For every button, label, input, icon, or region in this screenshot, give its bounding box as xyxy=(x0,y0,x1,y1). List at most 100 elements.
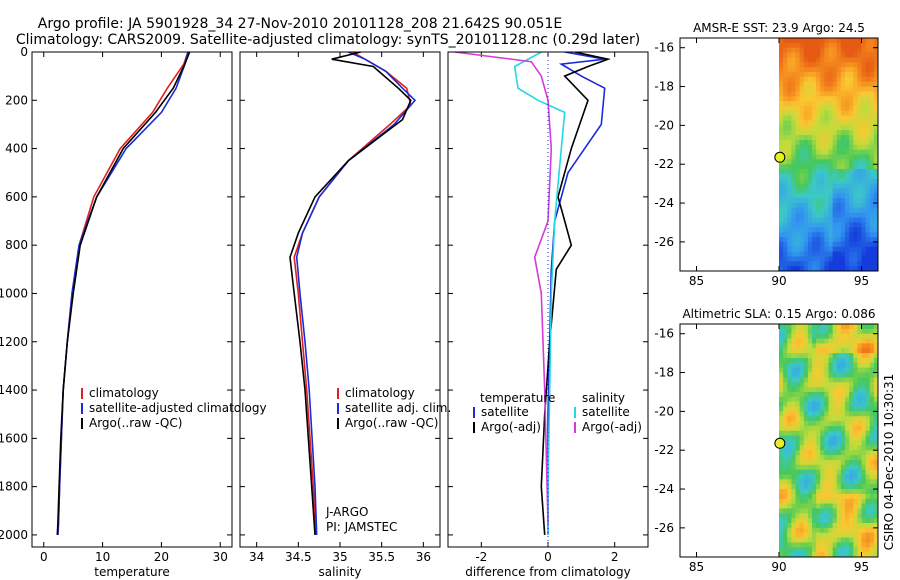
map-cell xyxy=(783,188,788,194)
map-cell xyxy=(824,86,829,92)
map-cell xyxy=(795,324,801,330)
map-cell xyxy=(816,343,821,349)
map-cell xyxy=(787,135,792,141)
map-cell xyxy=(807,115,813,121)
map-cell xyxy=(791,445,796,451)
map-cell xyxy=(812,67,817,73)
map-cell xyxy=(791,149,796,155)
map-cell xyxy=(840,333,846,339)
map-cell xyxy=(869,169,875,175)
map-cell xyxy=(832,232,838,238)
map-cell xyxy=(869,256,875,262)
map-cell xyxy=(869,125,875,131)
map-cell xyxy=(869,401,875,407)
map-cell xyxy=(799,256,805,262)
map-cell xyxy=(816,188,821,194)
map-cell xyxy=(857,324,862,330)
map-cell xyxy=(832,241,838,248)
map-cell xyxy=(816,125,821,131)
map-cell xyxy=(812,459,817,466)
map-cell xyxy=(873,324,879,330)
map-cell xyxy=(799,71,805,78)
map-cell xyxy=(820,508,825,514)
map-cell xyxy=(845,212,850,218)
map-cell xyxy=(807,203,813,209)
map-cell xyxy=(857,416,862,422)
map-cell xyxy=(828,266,834,272)
map-cell xyxy=(824,324,829,330)
map-cell xyxy=(783,169,788,175)
map-cell xyxy=(824,241,829,248)
map-cell xyxy=(799,266,805,272)
map-cell xyxy=(816,261,821,267)
map-cell xyxy=(832,328,838,335)
map-cell xyxy=(787,251,792,257)
map-cell xyxy=(795,241,801,248)
map-cell xyxy=(807,222,813,228)
map-cell xyxy=(832,42,838,49)
map-cell xyxy=(783,425,788,432)
map-cell xyxy=(787,469,792,475)
map-cell xyxy=(865,183,871,189)
map-cell xyxy=(787,527,792,534)
map-cell xyxy=(861,455,867,461)
map-cell xyxy=(812,391,817,398)
map-cell xyxy=(812,120,817,126)
map-cell xyxy=(836,343,842,349)
map-cell xyxy=(849,222,854,228)
map-cell xyxy=(816,52,821,58)
map-cell xyxy=(779,391,784,398)
map-cell xyxy=(857,178,862,185)
map-cell xyxy=(787,217,792,223)
map-cell xyxy=(865,105,871,112)
map-cell xyxy=(853,105,858,112)
map-cell xyxy=(820,382,825,388)
map-cell xyxy=(787,237,792,243)
map-cell xyxy=(836,67,842,73)
map-cell xyxy=(828,401,834,407)
map-cell xyxy=(836,256,842,262)
map-cell xyxy=(832,198,838,204)
map-cell xyxy=(873,367,879,373)
map-cell xyxy=(836,338,842,344)
map-cell xyxy=(779,450,784,456)
map-cell xyxy=(783,542,788,548)
map-cell xyxy=(861,547,867,553)
map-cell xyxy=(840,62,846,68)
map-cell xyxy=(853,343,858,349)
map-cell xyxy=(832,173,838,180)
y-tick-label: -26 xyxy=(654,521,674,535)
map-cell xyxy=(869,115,875,121)
map-cell xyxy=(791,38,796,44)
map-cell xyxy=(869,47,875,53)
map-cell xyxy=(828,198,834,204)
argo-position-marker xyxy=(774,151,786,163)
map-cell xyxy=(779,464,784,471)
map-cell xyxy=(873,241,879,248)
map-cell xyxy=(828,333,834,339)
map-cell xyxy=(873,149,879,155)
map-cell xyxy=(861,241,867,248)
map-cell xyxy=(857,396,862,403)
map-cell xyxy=(869,52,875,58)
map-cell xyxy=(820,169,825,175)
map-cell xyxy=(849,532,854,538)
map-cell xyxy=(857,445,862,451)
map-cell xyxy=(873,362,879,369)
y-tick-label: 400 xyxy=(5,142,28,156)
series-line-argo-raw-qc- xyxy=(56,52,191,535)
map-cell xyxy=(820,96,825,102)
map-frame xyxy=(679,323,879,558)
map-cell xyxy=(873,401,879,407)
map-cell xyxy=(795,232,801,238)
map-cell xyxy=(807,406,813,412)
map-cell xyxy=(824,459,829,466)
map-cell xyxy=(840,212,846,218)
map-cell xyxy=(816,377,821,383)
map-cell xyxy=(803,198,809,204)
map-cell xyxy=(849,377,854,383)
map-cell xyxy=(865,125,871,131)
map-cell xyxy=(799,532,805,538)
map-cell xyxy=(836,207,842,214)
map-cell xyxy=(836,387,842,393)
